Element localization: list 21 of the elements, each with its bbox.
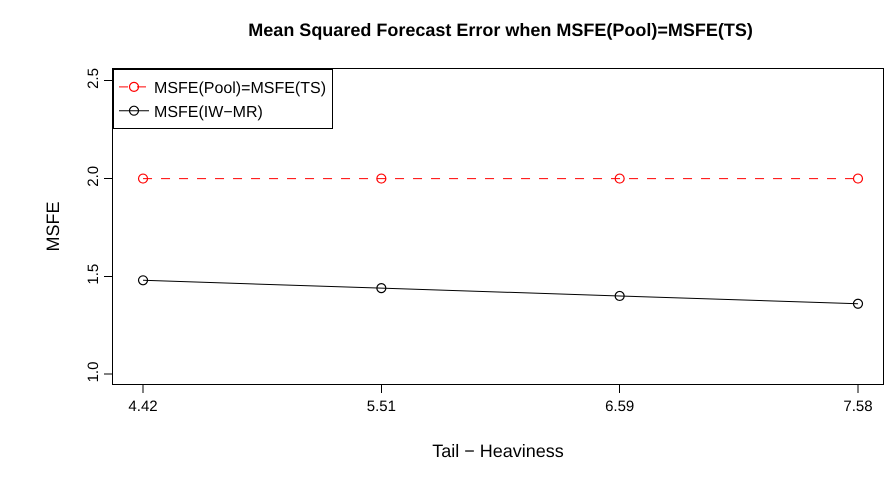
x-axis-title: Tail − Heaviness bbox=[432, 441, 564, 462]
x-tick-label: 6.59 bbox=[605, 398, 634, 415]
point bbox=[376, 173, 386, 184]
y-tick-label: 1.0 bbox=[85, 362, 102, 382]
point bbox=[852, 173, 864, 184]
chart-title: Mean Squared Forecast Error when MSFE(Pool)=MSFE(TS) bbox=[248, 20, 753, 40]
point bbox=[852, 298, 864, 309]
point bbox=[138, 173, 148, 184]
point bbox=[138, 275, 148, 286]
y-axis-title: MSFE bbox=[43, 201, 64, 252]
y-tick-label: 2.5 bbox=[85, 68, 102, 89]
legend-label: MSFE(IW−MR) bbox=[154, 104, 263, 121]
x-tick-label: 5.51 bbox=[366, 398, 396, 415]
point bbox=[376, 283, 386, 294]
y-tick-label: 2.0 bbox=[85, 166, 102, 187]
x-tick-label: 7.58 bbox=[843, 398, 873, 415]
x-tick-label: 4.42 bbox=[128, 398, 158, 415]
y-tick-label: 1.5 bbox=[85, 264, 102, 285]
point bbox=[614, 290, 625, 302]
point bbox=[614, 173, 625, 184]
legend-label: MSFE(Pool)=MSFE(TS) bbox=[154, 80, 326, 98]
